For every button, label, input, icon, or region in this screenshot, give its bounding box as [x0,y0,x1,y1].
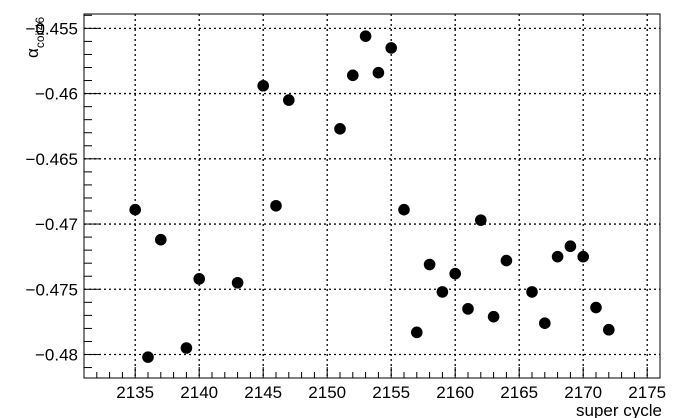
data-point [539,317,551,330]
x-tick-label: 2165 [500,383,538,402]
y-axis-label-symbol: α [23,48,42,58]
data-points [129,30,615,363]
data-point [129,203,141,216]
data-point [257,79,270,92]
data-point [283,94,295,106]
data-point [385,42,398,54]
data-point [487,310,500,323]
data-point [500,254,513,267]
axis-ticks [83,14,661,378]
data-point [142,351,154,363]
data-point [551,250,564,263]
data-point [475,214,487,226]
data-point [270,199,282,212]
data-point [423,258,436,271]
y-tick-label: −0.465 [26,150,78,169]
y-axis-label: αcoil46 [23,16,47,58]
plot-frame [83,13,661,379]
data-point [398,203,410,216]
y-tick-label: −0.47 [35,215,78,234]
data-point [449,267,462,280]
y-tick-labels: −0.48 −0.475 −0.47 −0.465 −0.46 −0.455 [26,19,78,364]
data-point [372,66,385,79]
data-point [334,123,346,135]
x-tick-labels: 2135 2140 2145 2150 2155 2160 2165 2170 2175 [116,383,666,402]
data-point [564,240,577,253]
x-tick-label: 2150 [308,383,346,402]
data-point [155,233,167,246]
data-point [231,276,244,289]
data-point [603,323,615,336]
data-point [436,286,449,298]
data-point [590,301,602,314]
y-axis-label-subscript: coil46 [33,16,47,48]
data-point [462,303,474,315]
x-axis-label: super cycle [576,401,662,418]
x-tick-label: 2145 [244,383,282,402]
x-tick-label: 2170 [564,383,602,402]
data-point [193,273,205,285]
y-tick-label: −0.46 [35,85,78,104]
y-tick-label: −0.475 [26,280,78,299]
data-point [577,250,589,263]
data-point [359,30,372,42]
x-tick-label: 2175 [628,383,666,402]
x-tick-label: 2135 [116,383,154,402]
x-tick-label: 2160 [436,383,474,402]
y-tick-label: −0.455 [26,19,78,38]
data-point [411,326,423,339]
x-tick-label: 2140 [180,383,218,402]
x-tick-label: 2155 [372,383,410,402]
data-point [347,69,359,82]
data-point [526,286,538,298]
grid-lines [84,14,660,378]
data-point [180,342,193,354]
y-tick-label: −0.48 [35,346,78,365]
